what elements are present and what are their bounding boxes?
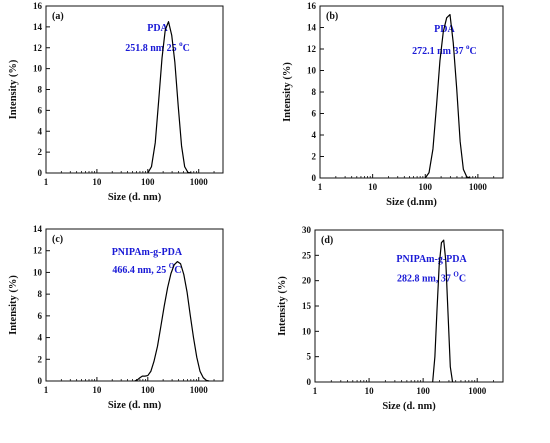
panel-c-y-axis-title: Intensity (%) xyxy=(8,275,19,335)
panel-c-x-tick-label: 100 xyxy=(141,385,155,395)
panel-d-x-axis-title: Size (d. nm) xyxy=(382,401,436,412)
panel-c-annotation-line2: 466.4 nm, 25 OC xyxy=(112,262,181,276)
panel-c-y-tick-label: 2 xyxy=(38,354,43,364)
panel-b-y-tick-label: 16 xyxy=(307,1,317,11)
panel-b-x-axis-title: Size (d.nm) xyxy=(386,197,437,208)
panel-c-x-axis-title: Size (d. nm) xyxy=(108,400,162,411)
panel-c-label: (c) xyxy=(52,234,63,245)
panel-d-y-tick-label: 30 xyxy=(302,225,312,235)
panel-d-y-tick-label: 15 xyxy=(302,301,312,311)
panel-a-y-tick-label: 12 xyxy=(33,43,43,53)
panel-a-annotation-line1: PDA xyxy=(147,23,168,34)
panel-b-label: (b) xyxy=(326,11,338,22)
panel-d-x-tick-label: 10 xyxy=(365,386,375,396)
panel-b-y-tick-label: 2 xyxy=(312,152,317,162)
panel-a-y-axis-title: Intensity (%) xyxy=(8,59,19,119)
panel-c-y-tick-label: 14 xyxy=(33,224,43,234)
panel-a-x-tick-label: 1 xyxy=(44,177,49,187)
panel-b-x-tick-label: 10 xyxy=(368,182,378,192)
panel-b-series-line xyxy=(424,14,471,179)
panel-b-annotation-line1: PDA xyxy=(434,24,455,35)
panel-b-plot-frame xyxy=(319,5,504,179)
panel-b-y-tick-label: 14 xyxy=(307,23,317,33)
panel-d-plot-frame xyxy=(314,229,504,383)
panel-d-y-axis-title: Intensity (%) xyxy=(277,276,288,336)
panel-c: (c) PNIPAm-g-PDA 466.4 nm, 25 OC Size (d… xyxy=(8,224,224,411)
panel-b-y-tick-label: 8 xyxy=(312,87,317,97)
panel-a: (a) PDA 251.8 nm 25 oC Size (d. nm) Inte… xyxy=(8,1,224,203)
panel-d-x-tick-label: 1 xyxy=(313,386,318,396)
panel-d-annotation-line2: 282.8 nm, 37 OC xyxy=(397,271,466,285)
panel-c-x-tick-label: 1 xyxy=(44,385,49,395)
panel-c-y-tick-label: 12 xyxy=(33,246,43,256)
panel-b-annotation-line2: 272.1 nm 37 oC xyxy=(412,43,477,57)
panel-a-y-tick-label: 14 xyxy=(33,22,43,32)
panel-d-y-tick-label: 10 xyxy=(302,326,312,336)
panel-d-y-tick-label: 20 xyxy=(302,276,312,286)
panel-a-label: (a) xyxy=(52,11,64,22)
panel-a-y-tick-label: 4 xyxy=(38,126,43,136)
panel-a-annotation-line2: 251.8 nm 25 oC xyxy=(125,40,190,54)
panel-b-y-tick-label: 4 xyxy=(312,130,317,140)
panel-a-series-line xyxy=(147,21,192,174)
panel-c-x-tick-label: 10 xyxy=(92,385,102,395)
panel-c-x-tick-label: 1000 xyxy=(190,385,209,395)
panel-d-y-tick-label: 0 xyxy=(307,377,312,387)
panel-d-y-tick-label: 5 xyxy=(307,352,312,362)
panel-c-y-tick-label: 10 xyxy=(33,267,43,277)
panel-b-y-tick-label: 6 xyxy=(312,109,317,119)
panel-a-x-tick-label: 10 xyxy=(92,177,102,187)
panel-b-x-tick-label: 1000 xyxy=(469,182,488,192)
panel-d: (d) PNIPAm-g-PDA 282.8 nm, 37 OC Size (d… xyxy=(277,225,504,412)
panel-b-x-tick-label: 100 xyxy=(419,182,433,192)
panel-b-x-tick-label: 1 xyxy=(318,182,323,192)
panel-d-annotation-line1: PNIPAm-g-PDA xyxy=(396,254,467,265)
panel-a-y-tick-label: 10 xyxy=(33,64,43,74)
panel-b-y-tick-label: 12 xyxy=(307,44,317,54)
panel-a-y-tick-label: 16 xyxy=(33,1,43,11)
panel-c-y-tick-label: 0 xyxy=(38,376,43,386)
panel-a-y-tick-label: 6 xyxy=(38,105,43,115)
panel-d-x-tick-label: 1000 xyxy=(468,386,487,396)
panel-a-y-tick-label: 0 xyxy=(38,168,43,178)
panel-b-y-tick-label: 0 xyxy=(312,173,317,183)
panel-c-annotation-line1: PNIPAm-g-PDA xyxy=(112,247,183,258)
panel-a-x-axis-title: Size (d. nm) xyxy=(108,192,162,203)
panel-d-x-tick-label: 100 xyxy=(416,386,430,396)
panel-d-y-tick-label: 25 xyxy=(302,250,312,260)
panel-a-y-tick-label: 8 xyxy=(38,85,43,95)
panel-c-y-tick-label: 4 xyxy=(38,333,43,343)
panel-a-x-tick-label: 100 xyxy=(141,177,155,187)
panel-c-plot-frame xyxy=(45,228,224,382)
panel-d-label: (d) xyxy=(321,235,333,246)
panel-a-x-tick-label: 1000 xyxy=(190,177,209,187)
panel-b: (b) PDA 272.1 nm 37 oC Size (d.nm) Inten… xyxy=(282,1,504,208)
panel-c-series-line xyxy=(134,260,210,382)
panel-a-y-tick-label: 2 xyxy=(38,147,43,157)
panel-b-y-axis-title: Intensity (%) xyxy=(282,62,293,122)
panel-a-plot-frame xyxy=(45,5,224,174)
panel-c-y-tick-label: 6 xyxy=(38,311,43,321)
panel-d-series-line xyxy=(432,239,454,383)
panel-c-y-tick-label: 8 xyxy=(38,289,43,299)
panel-b-y-tick-label: 10 xyxy=(307,66,317,76)
